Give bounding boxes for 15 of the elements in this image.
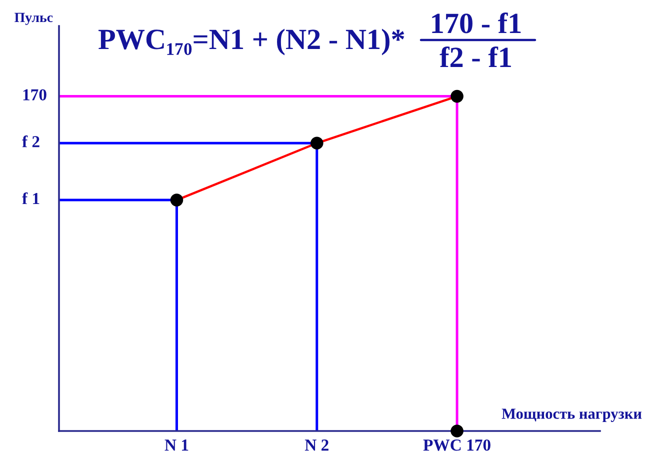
x-axis-title: Мощность нагрузки [502,408,642,422]
text: Пульс [14,12,53,25]
x-tick-label: PWC 170 [423,439,490,451]
x-tick-label: N 2 [304,440,328,451]
point [310,136,324,150]
text: f 1 [22,192,40,204]
point [450,90,464,103]
text: 170 [23,89,46,100]
text: f 2 [22,135,40,148]
point [450,424,464,438]
point [170,194,184,206]
x-tick-label: N 1 [164,440,188,451]
text: f2 - f1 [440,46,511,67]
chart-title: PWC₁₇₀=N1 + (N2 - N1)* [98,28,404,56]
text: 170 - f1 [432,12,521,34]
